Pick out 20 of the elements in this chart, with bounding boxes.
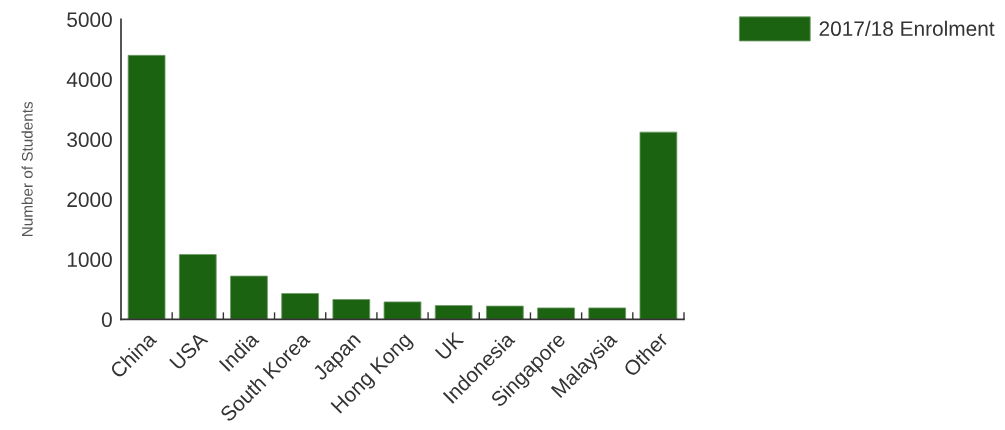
bar bbox=[383, 301, 422, 320]
y-tick-label: 0 bbox=[101, 312, 112, 328]
bar bbox=[127, 54, 166, 320]
bar bbox=[486, 305, 524, 320]
bar bbox=[537, 307, 575, 320]
y-tick-label: 3000 bbox=[67, 132, 112, 148]
bar bbox=[639, 131, 678, 320]
y-tick-label: 1000 bbox=[67, 252, 112, 268]
bar bbox=[332, 299, 371, 320]
bar bbox=[178, 254, 217, 320]
bar bbox=[281, 293, 319, 320]
y-tick-label: 2000 bbox=[67, 192, 112, 208]
bar bbox=[588, 307, 627, 320]
y-tick-label: 4000 bbox=[66, 72, 112, 88]
legend-label: 2017/18 Enrolment bbox=[819, 20, 995, 37]
x-tick-label: USA bbox=[169, 330, 209, 371]
y-tick-label: 5000 bbox=[67, 12, 112, 28]
bar bbox=[434, 305, 473, 320]
y-axis-title: Number of Students bbox=[21, 101, 33, 237]
bar bbox=[230, 275, 268, 320]
